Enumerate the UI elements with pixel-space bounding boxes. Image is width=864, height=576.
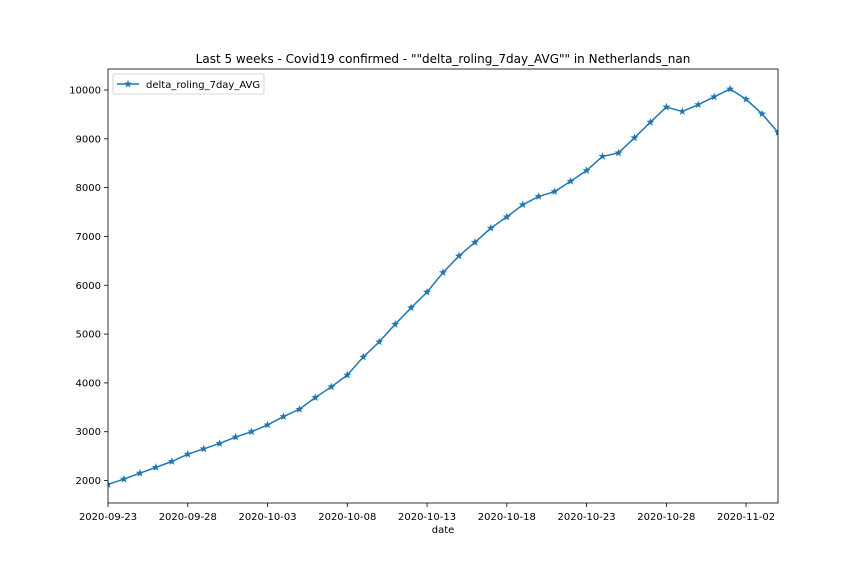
- data-point-marker: [646, 118, 655, 126]
- data-point-marker: [694, 100, 703, 109]
- x-tick-label: 2020-09-23: [79, 512, 137, 523]
- y-tick-label: 7000: [76, 232, 101, 243]
- data-point-marker: [710, 92, 719, 101]
- data-point-marker: [518, 200, 527, 209]
- data-point-marker: [598, 152, 607, 160]
- data-point-marker: [502, 212, 511, 221]
- data-point-marker: [135, 469, 144, 477]
- data-point-marker: [343, 370, 352, 379]
- y-tick-label: 4000: [76, 378, 101, 389]
- data-point-marker: [151, 463, 160, 471]
- y-axis: 2000 3000 4000 5000 6000 7000 8000 9000 10000: [69, 85, 108, 487]
- legend: delta_roling_7day_AVG: [112, 73, 265, 95]
- y-tick-label: 9000: [76, 134, 101, 145]
- data-point-marker: [327, 382, 336, 391]
- data-point-marker: [614, 148, 623, 157]
- legend-label: delta_roling_7day_AVG: [146, 80, 260, 91]
- data-point-marker: [279, 412, 288, 420]
- data-point-marker: [231, 432, 240, 441]
- data-point-marker: [183, 449, 192, 458]
- data-point-marker: [375, 337, 384, 346]
- data-point-marker: [263, 420, 272, 429]
- x-tick-label: 2020-11-02: [717, 512, 775, 523]
- data-point-marker: [439, 268, 447, 276]
- x-tick-label: 2020-10-28: [637, 512, 695, 523]
- data-point-marker: [774, 128, 778, 136]
- data-point-marker: [199, 444, 208, 453]
- data-point-marker: [630, 133, 639, 142]
- data-point-marker: [119, 474, 128, 483]
- data-point-marker: [550, 187, 559, 195]
- data-point-marker: [470, 238, 479, 246]
- data-point-marker: [167, 457, 176, 465]
- data-point-marker: [359, 352, 368, 361]
- x-tick-label: 2020-10-13: [398, 512, 456, 523]
- x-tick-label: 2020-10-08: [318, 512, 376, 523]
- y-tick-label: 2000: [76, 476, 101, 487]
- y-tick-label: 6000: [76, 281, 101, 292]
- data-point-marker: [742, 95, 751, 103]
- data-point-marker: [486, 223, 495, 232]
- data-point-marker: [423, 287, 432, 296]
- x-axis: 2020-09-23 2020-09-28 2020-10-03 2020-10-08…: [79, 503, 775, 523]
- data-point-marker: [311, 393, 320, 401]
- data-point-marker: [391, 320, 400, 328]
- data-point-marker: [678, 107, 687, 115]
- data-point-marker: [582, 166, 591, 174]
- x-axis-label: date: [432, 525, 455, 536]
- y-tick-label: 10000: [69, 85, 101, 96]
- x-tick-label: 2020-09-28: [159, 512, 217, 523]
- legend-box: [112, 73, 265, 95]
- data-point-marker: [662, 102, 671, 111]
- data-point-marker: [247, 427, 256, 436]
- data-point-marker: [758, 109, 767, 118]
- y-tick-label: 3000: [76, 427, 101, 438]
- plot-frame: [107, 68, 779, 504]
- data-point-marker: [108, 480, 112, 488]
- x-tick-label: 2020-10-23: [558, 512, 616, 523]
- y-tick-label: 8000: [76, 183, 101, 194]
- x-tick-label: 2020-10-18: [478, 512, 536, 523]
- data-point-marker: [566, 177, 575, 185]
- legend-star-marker: [124, 79, 132, 88]
- data-point-marker: [726, 84, 735, 93]
- data-point-marker: [407, 303, 416, 312]
- data-point-marker: [295, 405, 304, 413]
- data-point-marker: [454, 251, 463, 260]
- data-point-marker: [215, 439, 224, 447]
- series-layer: [108, 84, 778, 488]
- data-point-marker: [534, 192, 543, 200]
- chart-title: Last 5 weeks - Covid19 confirmed - ""del…: [196, 52, 691, 66]
- y-tick-label: 5000: [76, 330, 101, 341]
- x-tick-label: 2020-10-03: [238, 512, 296, 523]
